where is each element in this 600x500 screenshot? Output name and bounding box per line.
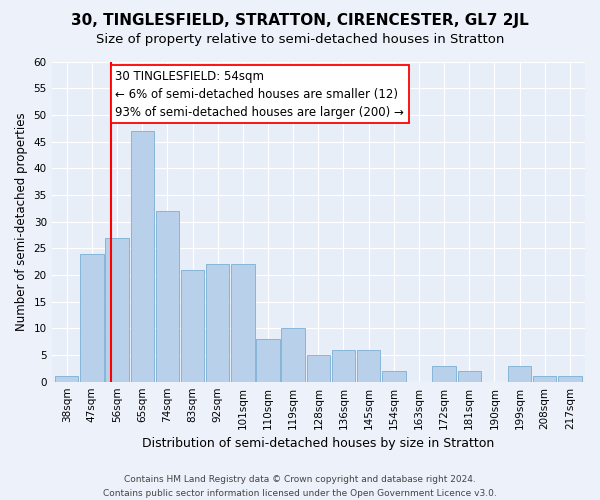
Bar (181, 270, 204, 382)
Bar (433, 366, 456, 382)
Y-axis label: Number of semi-detached properties: Number of semi-detached properties (15, 112, 28, 331)
Bar (307, 355, 330, 382)
Bar (55, 376, 79, 382)
Bar (458, 371, 481, 382)
Bar (332, 350, 355, 382)
Bar (106, 238, 129, 382)
Bar (206, 264, 229, 382)
X-axis label: Distribution of semi-detached houses by size in Stratton: Distribution of semi-detached houses by … (142, 437, 494, 450)
Bar (357, 350, 380, 382)
Bar (281, 328, 305, 382)
Text: Size of property relative to semi-detached houses in Stratton: Size of property relative to semi-detach… (96, 32, 504, 46)
Bar (508, 366, 531, 382)
Bar (382, 371, 406, 382)
Bar (231, 264, 254, 382)
Text: 30 TINGLESFIELD: 54sqm
← 6% of semi-detached houses are smaller (12)
93% of semi: 30 TINGLESFIELD: 54sqm ← 6% of semi-deta… (115, 70, 404, 118)
Text: Contains HM Land Registry data © Crown copyright and database right 2024.
Contai: Contains HM Land Registry data © Crown c… (103, 476, 497, 498)
Bar (131, 131, 154, 382)
Text: 30, TINGLESFIELD, STRATTON, CIRENCESTER, GL7 2JL: 30, TINGLESFIELD, STRATTON, CIRENCESTER,… (71, 12, 529, 28)
Bar (155, 211, 179, 382)
Bar (558, 376, 581, 382)
Bar (80, 254, 104, 382)
Bar (533, 376, 556, 382)
Bar (256, 339, 280, 382)
